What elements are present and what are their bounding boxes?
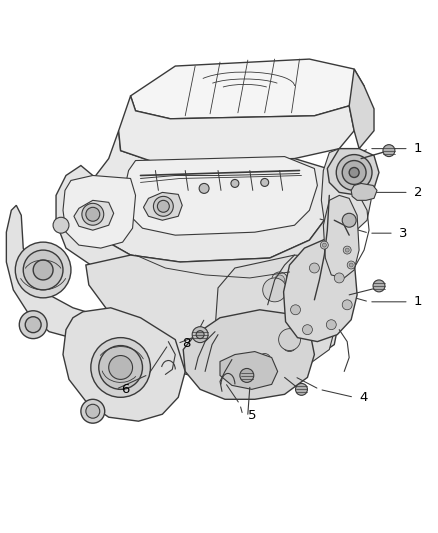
- Circle shape: [333, 273, 343, 283]
- Circle shape: [153, 196, 173, 216]
- Circle shape: [261, 357, 267, 362]
- Text: 8: 8: [182, 337, 190, 350]
- Text: 1: 1: [413, 142, 421, 155]
- Text: 4: 4: [358, 391, 367, 404]
- Polygon shape: [143, 192, 182, 220]
- Circle shape: [237, 366, 241, 369]
- Polygon shape: [215, 255, 336, 377]
- Circle shape: [321, 243, 325, 247]
- Polygon shape: [348, 69, 373, 149]
- Circle shape: [382, 144, 394, 157]
- Circle shape: [342, 213, 355, 227]
- Circle shape: [342, 300, 351, 310]
- Circle shape: [342, 160, 365, 184]
- Circle shape: [86, 404, 99, 418]
- Circle shape: [19, 311, 47, 338]
- Polygon shape: [321, 149, 370, 235]
- Text: 1: 1: [413, 295, 421, 308]
- Circle shape: [258, 353, 270, 366]
- Polygon shape: [63, 175, 135, 248]
- Circle shape: [262, 278, 286, 302]
- Circle shape: [109, 356, 132, 379]
- Circle shape: [346, 261, 354, 269]
- Circle shape: [81, 399, 105, 423]
- Circle shape: [157, 200, 169, 212]
- Circle shape: [271, 272, 287, 288]
- Text: 2: 2: [413, 186, 421, 199]
- Circle shape: [199, 183, 208, 193]
- Circle shape: [308, 319, 320, 330]
- Circle shape: [99, 345, 142, 389]
- Circle shape: [260, 179, 268, 187]
- Polygon shape: [56, 166, 140, 272]
- Circle shape: [309, 263, 318, 273]
- Text: 5: 5: [247, 409, 256, 422]
- Circle shape: [234, 362, 244, 373]
- Circle shape: [348, 167, 358, 177]
- Polygon shape: [130, 59, 363, 119]
- Circle shape: [295, 383, 307, 395]
- Circle shape: [196, 330, 204, 338]
- Circle shape: [274, 275, 284, 285]
- Polygon shape: [92, 131, 328, 262]
- Circle shape: [86, 207, 99, 221]
- Circle shape: [282, 337, 296, 352]
- Circle shape: [336, 155, 371, 190]
- Polygon shape: [124, 157, 317, 235]
- Circle shape: [278, 329, 300, 351]
- Polygon shape: [219, 352, 277, 389]
- Circle shape: [295, 296, 303, 304]
- Polygon shape: [283, 235, 356, 342]
- Polygon shape: [6, 205, 91, 337]
- Circle shape: [372, 280, 384, 292]
- Circle shape: [285, 341, 293, 349]
- Circle shape: [292, 293, 306, 307]
- Circle shape: [325, 320, 336, 330]
- Circle shape: [192, 327, 208, 343]
- Circle shape: [311, 322, 317, 328]
- Polygon shape: [86, 220, 339, 377]
- Circle shape: [230, 180, 238, 188]
- Circle shape: [302, 325, 312, 335]
- Polygon shape: [323, 196, 358, 278]
- Polygon shape: [63, 308, 185, 421]
- Circle shape: [299, 300, 318, 320]
- Circle shape: [15, 242, 71, 298]
- Circle shape: [320, 241, 328, 249]
- Circle shape: [344, 248, 348, 252]
- Text: 6: 6: [120, 383, 129, 396]
- Circle shape: [343, 246, 350, 254]
- Polygon shape: [350, 183, 376, 200]
- Polygon shape: [327, 149, 378, 196]
- Circle shape: [23, 250, 63, 290]
- Circle shape: [82, 203, 103, 225]
- Text: 3: 3: [398, 227, 406, 240]
- Circle shape: [290, 305, 300, 315]
- Polygon shape: [74, 200, 113, 230]
- Circle shape: [53, 217, 69, 233]
- Polygon shape: [118, 96, 353, 163]
- Polygon shape: [183, 310, 314, 399]
- Circle shape: [239, 368, 253, 382]
- Circle shape: [33, 260, 53, 280]
- Circle shape: [91, 337, 150, 397]
- Circle shape: [25, 317, 41, 333]
- Circle shape: [348, 263, 352, 267]
